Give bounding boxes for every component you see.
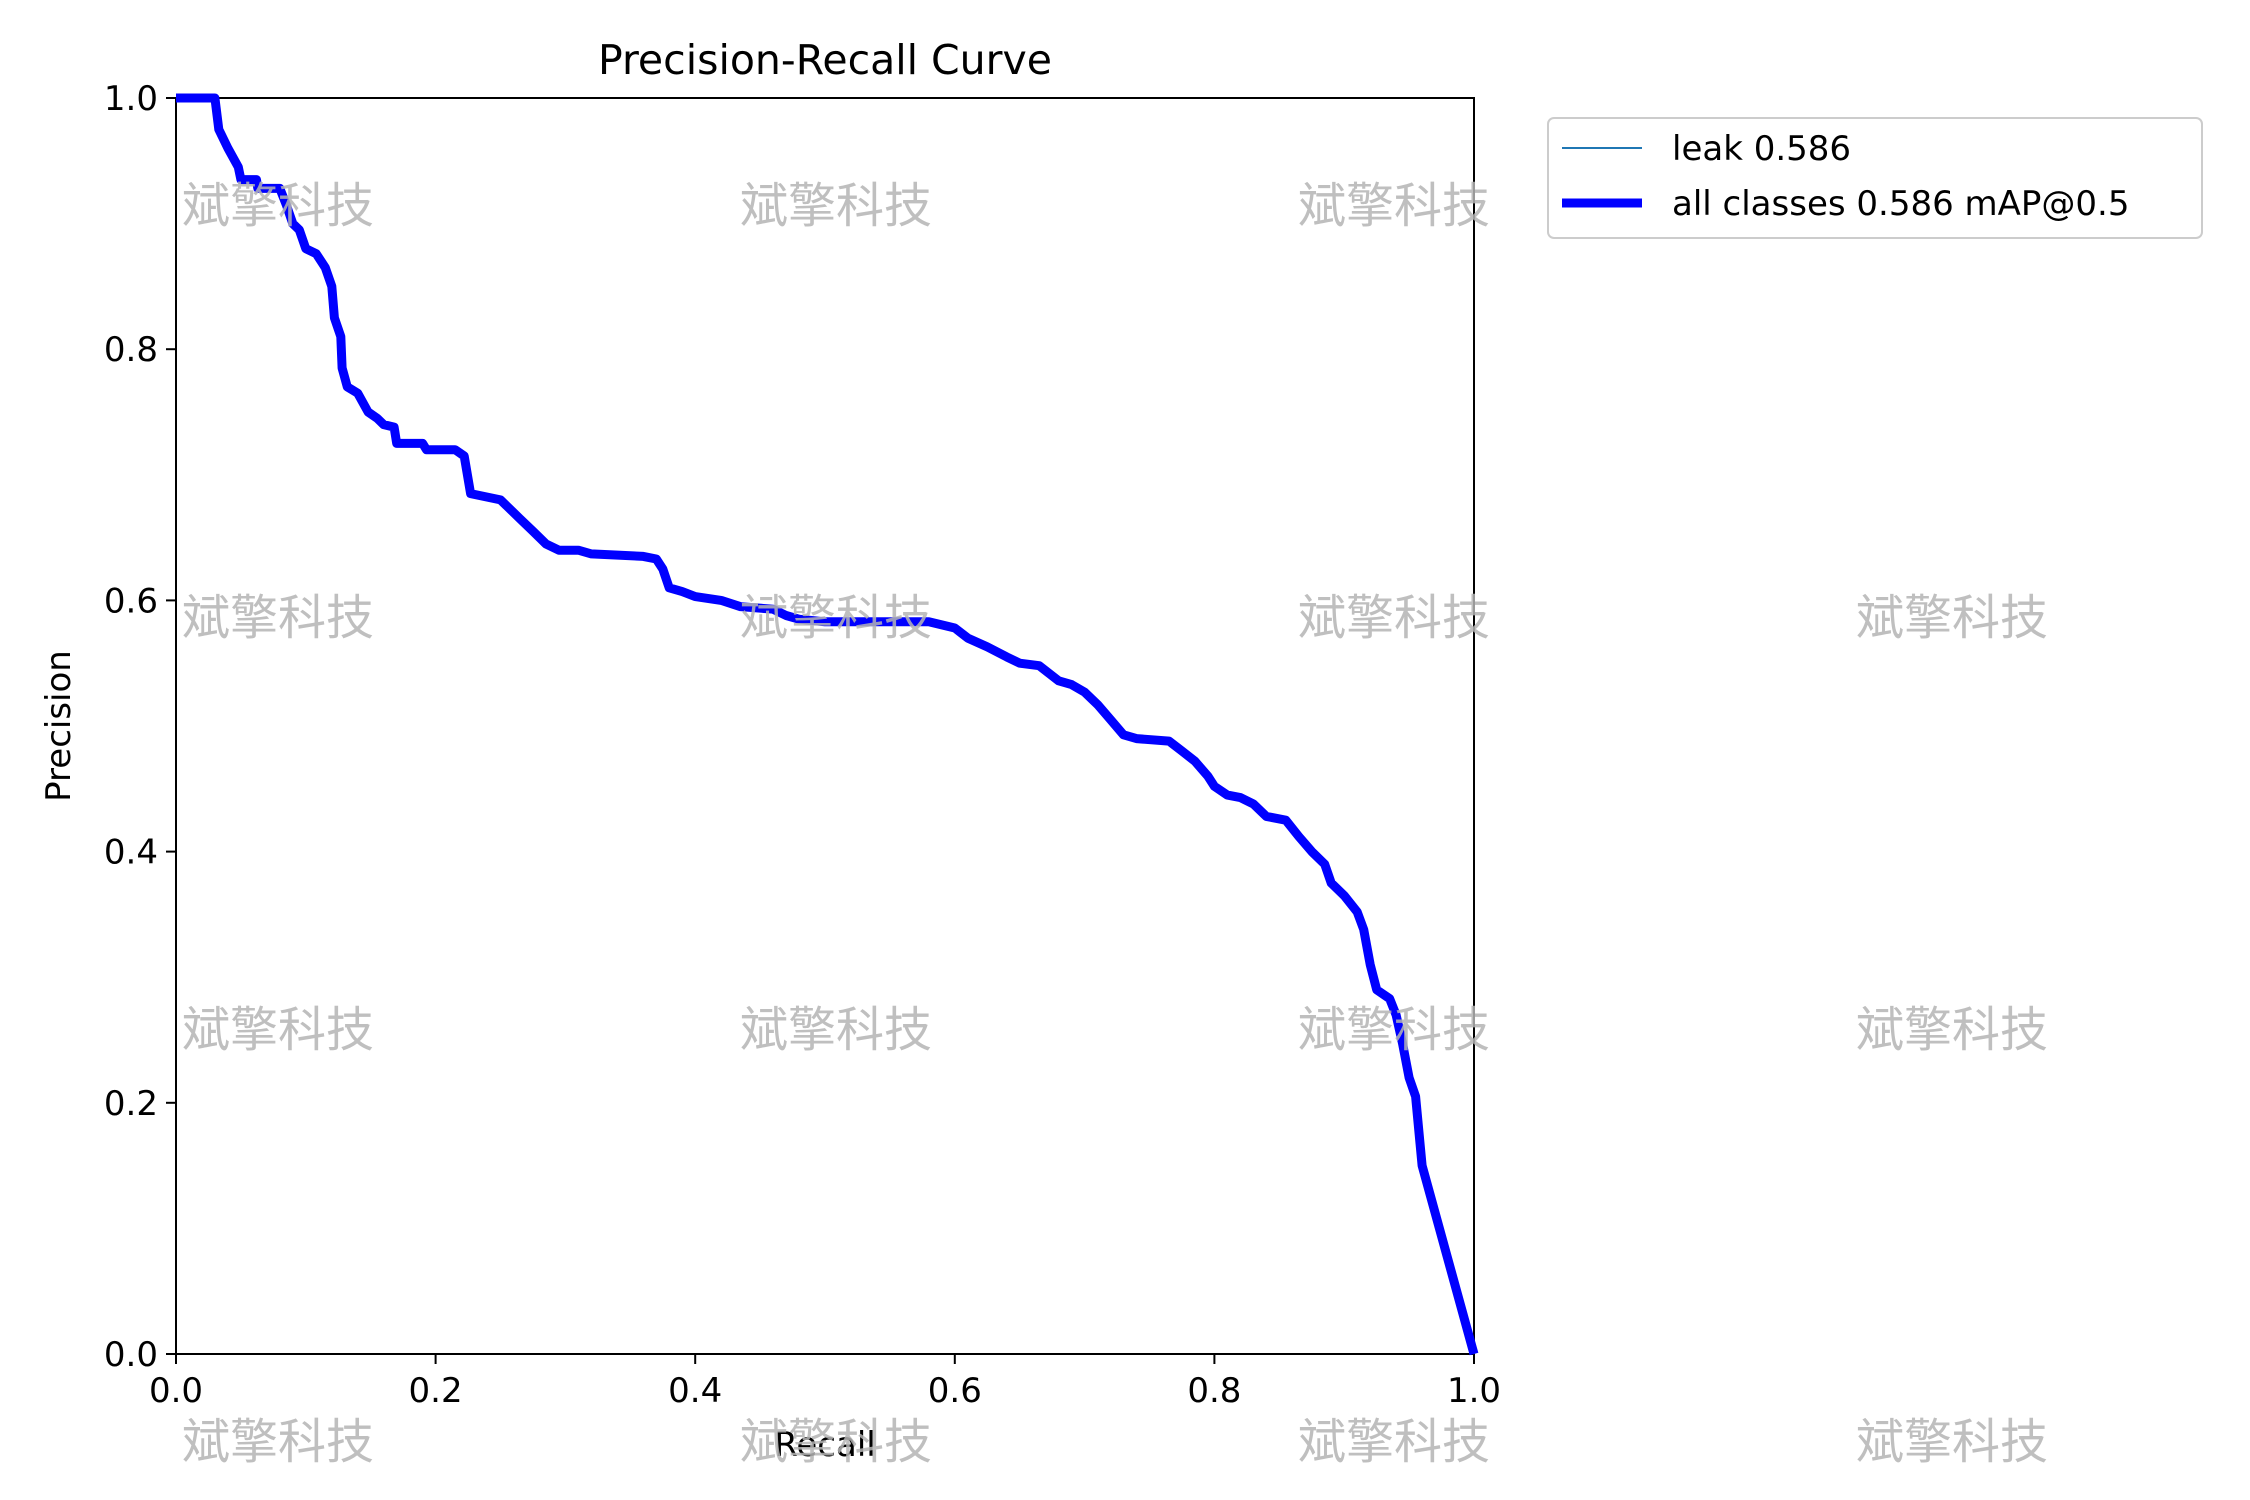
watermark-text: 斌擎科技 — [740, 178, 932, 234]
y-tick-label: 0.8 — [104, 330, 158, 370]
x-axis-ticks: 0.0 0.2 0.4 0.6 0.8 1.0 — [149, 1354, 1501, 1411]
x-tick-label: 0.8 — [1187, 1371, 1241, 1411]
watermark-text: 斌擎科技 — [1298, 590, 1490, 646]
watermark-text: 斌擎科技 — [1298, 1002, 1490, 1058]
watermark-text: 斌擎科技 — [182, 1414, 374, 1470]
watermark-text: 斌擎科技 — [740, 1414, 932, 1470]
watermark-text: 斌擎科技 — [182, 1002, 374, 1058]
watermark-text: 斌擎科技 — [1856, 590, 2048, 646]
legend-box — [1547, 117, 2203, 239]
y-axis-label: Precision — [39, 650, 79, 802]
x-tick-label: 0.0 — [149, 1371, 203, 1411]
y-tick-label: 0.4 — [104, 833, 158, 873]
series-line-1 — [176, 93, 1479, 1356]
plot-series — [176, 93, 1479, 1356]
watermark-text: 斌擎科技 — [1856, 1002, 2048, 1058]
x-tick-label: 0.2 — [409, 1371, 463, 1411]
legend-label-1: all classes 0.586 mAP@0.5 — [1672, 184, 2129, 224]
x-axis-label: Recall — [774, 1425, 875, 1465]
watermark-text: 斌擎科技 — [740, 1002, 932, 1058]
legend-label-0: leak 0.586 — [1672, 129, 1851, 169]
watermark-text: 斌擎科技 — [1856, 1414, 2048, 1470]
y-tick-label: 0.0 — [104, 1335, 158, 1375]
watermark-text: 斌擎科技 — [1298, 178, 1490, 234]
x-tick-label: 1.0 — [1447, 1371, 1501, 1411]
watermark-text: 斌擎科技 — [182, 178, 374, 234]
x-tick-label: 0.6 — [928, 1371, 982, 1411]
y-tick-label: 1.0 — [104, 79, 158, 119]
watermark-text: 斌擎科技 — [740, 590, 932, 646]
y-tick-label: 0.6 — [104, 581, 158, 621]
watermark-text: 斌擎科技 — [1298, 1414, 1490, 1470]
watermark-text: 斌擎科技 — [182, 590, 374, 646]
legend: leak 0.586 all classes 0.586 mAP@0.5 — [1547, 117, 2203, 239]
plot-frame — [175, 97, 1475, 1355]
y-axis-ticks: 0.0 0.2 0.4 0.6 0.8 1.0 — [104, 79, 176, 1375]
y-tick-label: 0.2 — [104, 1084, 158, 1124]
x-tick-label: 0.4 — [668, 1371, 722, 1411]
chart-title: Precision-Recall Curve — [598, 36, 1052, 84]
